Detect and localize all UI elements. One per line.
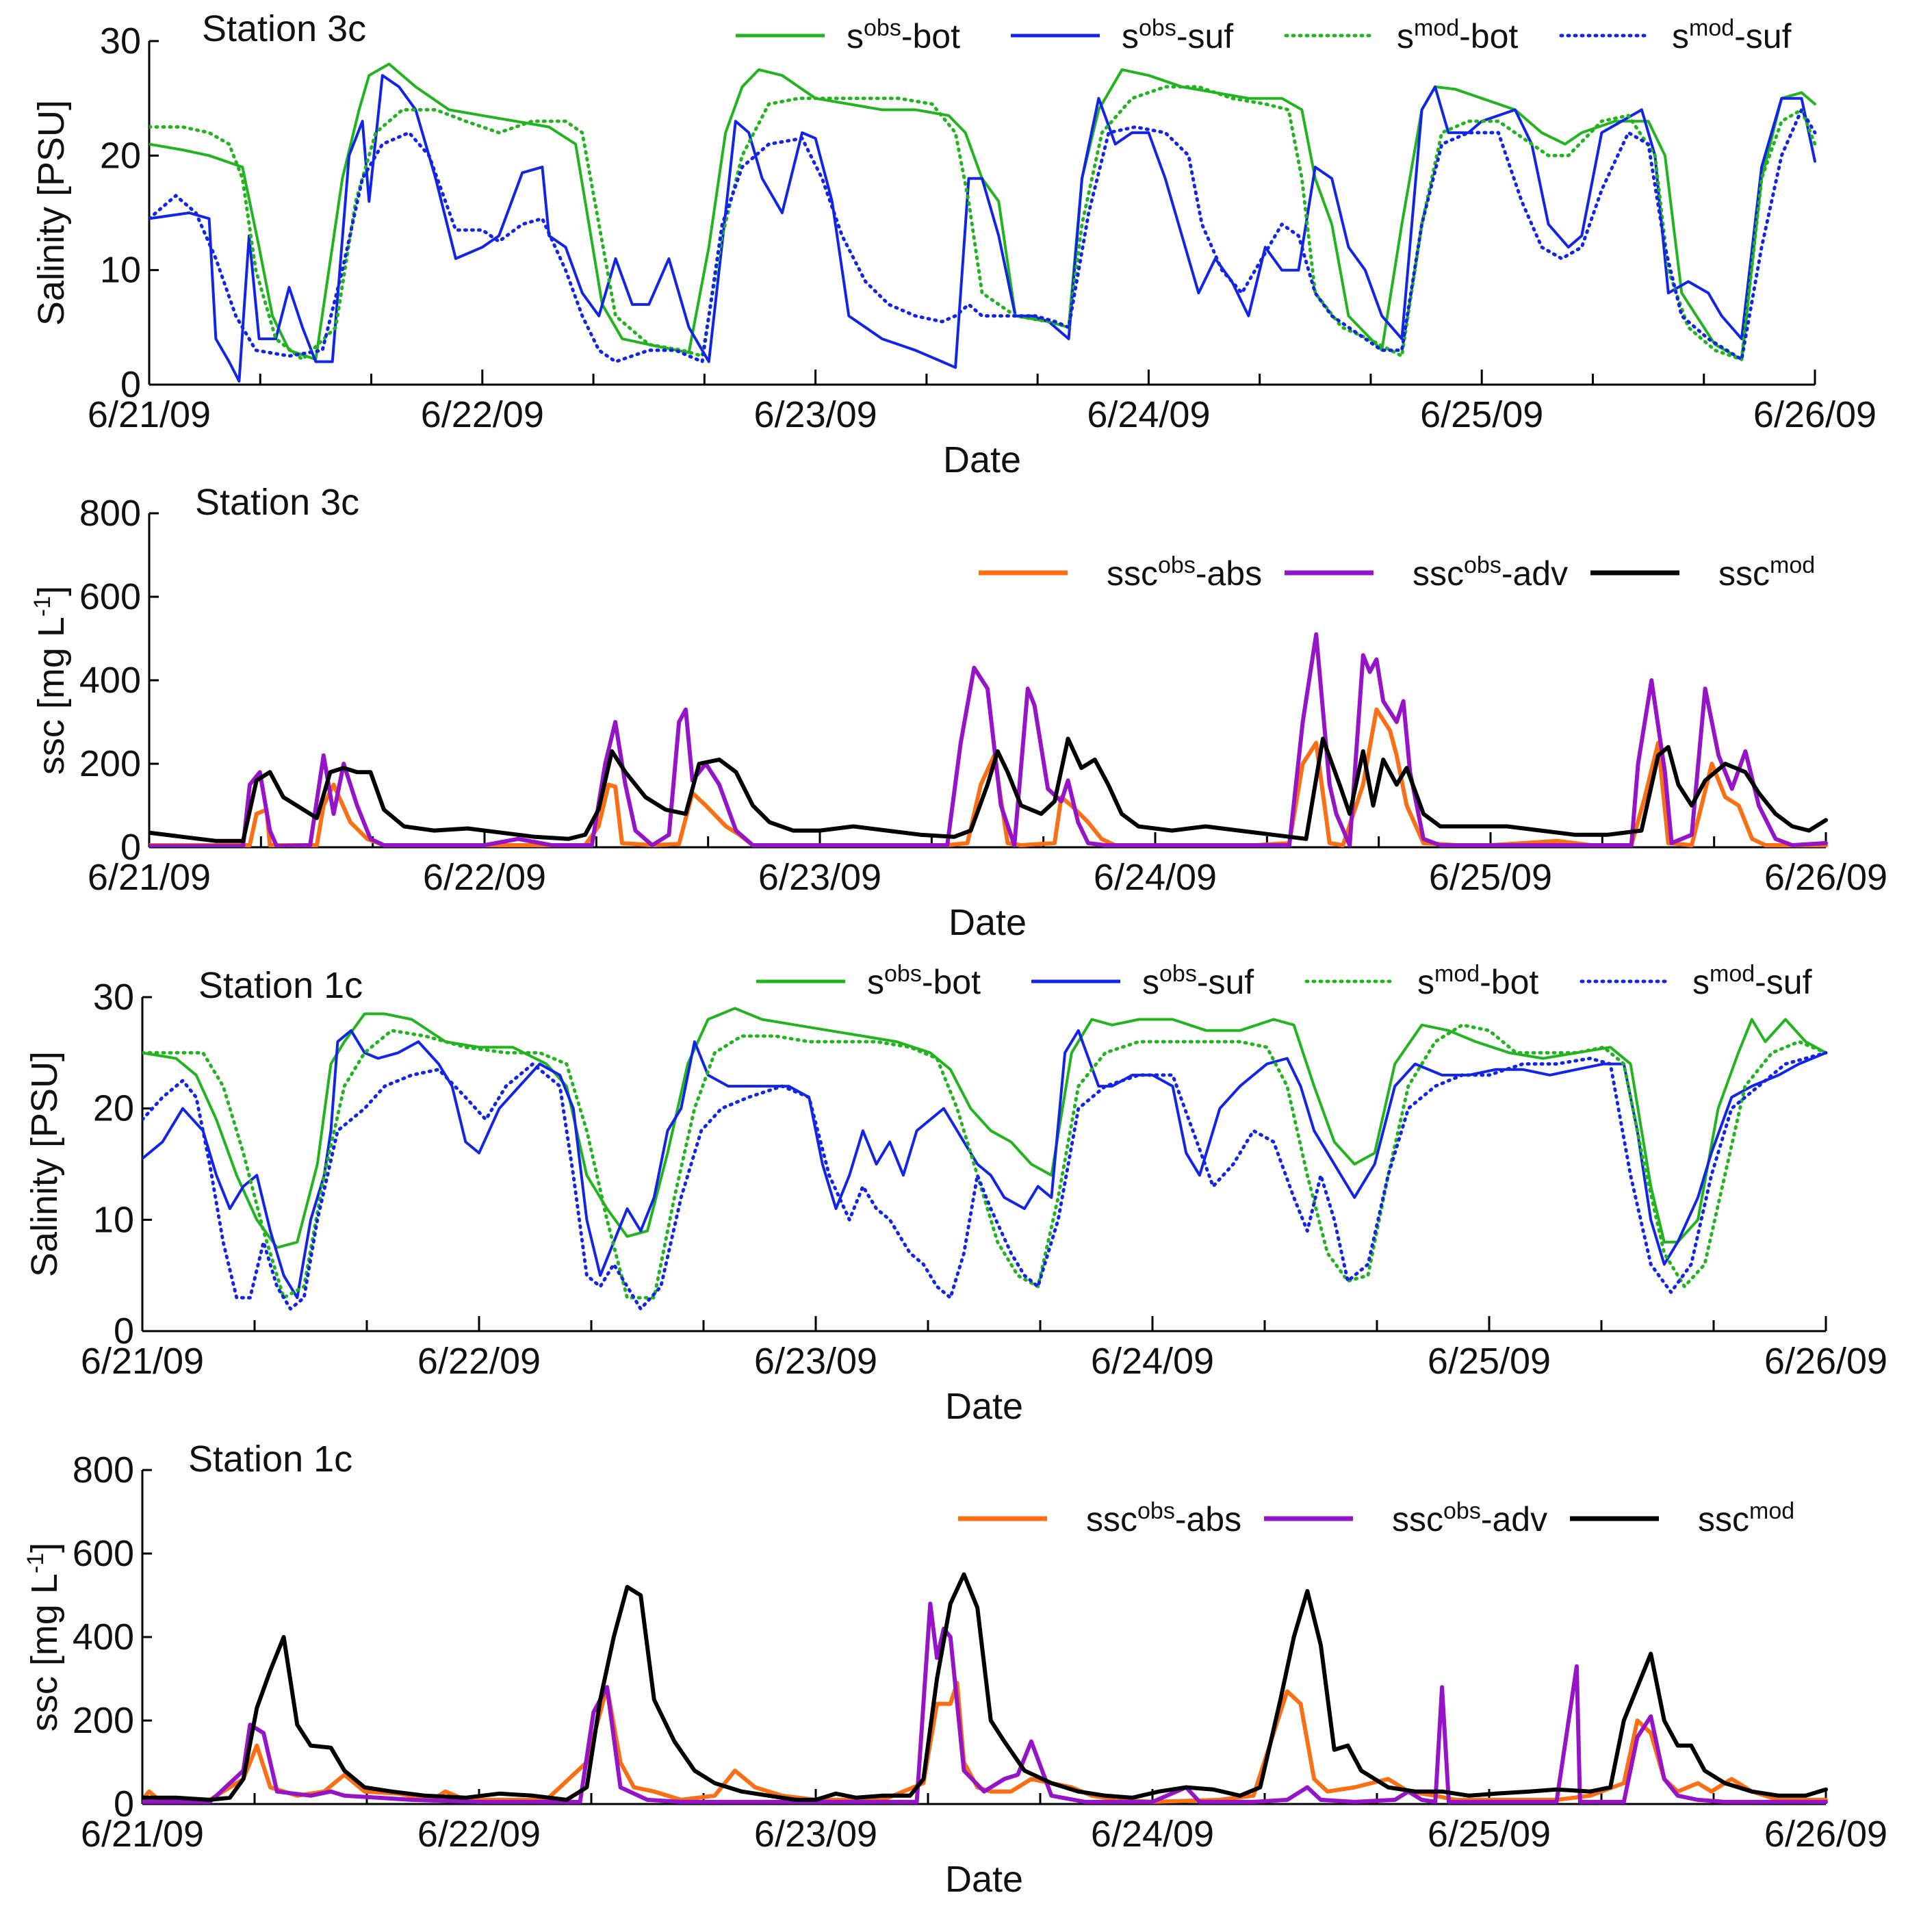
- legend: sobs-bot sobs-suf smod-bot smod-suf: [736, 15, 1792, 55]
- y-axis-title: ssc [mg L-1]: [23, 1543, 65, 1731]
- x-tick-label: 6/21/09: [88, 857, 211, 898]
- legend-label: sobs-bot: [847, 15, 960, 55]
- series-line-obs-bot: [149, 62, 1816, 361]
- x-tick-label: 6/24/09: [1091, 1341, 1214, 1382]
- y-tick-label: 200: [73, 1700, 134, 1741]
- y-tick-label: 800: [79, 493, 141, 534]
- x-tick-label: 6/22/09: [423, 857, 546, 898]
- y-axis-title: Salinity [PSU]: [31, 100, 72, 326]
- legend-label: smod-suf: [1672, 15, 1792, 55]
- series-line-mod: [142, 1572, 1828, 1802]
- series-line-mod-bot: [142, 1023, 1828, 1300]
- x-tick-label: 6/25/09: [1428, 1814, 1551, 1855]
- series-group: [142, 1572, 1828, 1804]
- y-tick-label: 0: [120, 827, 141, 868]
- series-line-obs-adv: [149, 632, 1828, 847]
- x-tick-label: 6/25/09: [1420, 394, 1543, 435]
- y-tick-label: 30: [100, 21, 141, 62]
- series-line-mod-bot: [149, 85, 1817, 361]
- series-group: [149, 632, 1828, 847]
- series-line-obs-adv: [142, 1601, 1828, 1804]
- series-line-mod: [149, 736, 1828, 843]
- x-tick-label: 6/25/09: [1429, 857, 1552, 898]
- x-tick-label: 6/22/09: [417, 1814, 541, 1855]
- legend-label: sscmod: [1718, 552, 1815, 593]
- series-line-mod-suf: [142, 1051, 1828, 1311]
- x-tick-label: 6/23/09: [754, 394, 877, 435]
- series-line-obs-suf: [149, 74, 1816, 383]
- y-tick-label: 400: [79, 660, 141, 701]
- legend-label: sscmod: [1698, 1498, 1794, 1538]
- legend-label: sobs-suf: [1122, 15, 1233, 55]
- legend-label: sobs-suf: [1142, 961, 1254, 1001]
- panel-3: 0 10 20 30 6/21/09 6/22/09 6/23/09 6/24/09 6/25/…: [24, 961, 1887, 1427]
- series-group: [142, 1007, 1828, 1311]
- x-tick-label: 6/21/09: [88, 394, 211, 435]
- y-tick-label: 200: [79, 743, 141, 784]
- series-line-obs-bot: [142, 1007, 1827, 1249]
- legend-label: sscobs-adv: [1392, 1498, 1547, 1538]
- y-tick-label: 600: [79, 576, 141, 617]
- series-group: [149, 62, 1817, 383]
- x-tick-label: 6/24/09: [1094, 857, 1217, 898]
- panel-title: Station 3c: [195, 482, 359, 523]
- y-tick-label: 0: [114, 1311, 134, 1352]
- legend: sscobs-abs sscobs-adv sscmod: [958, 1498, 1794, 1538]
- legend-label: sscobs-abs: [1107, 552, 1262, 593]
- y-tick-label: 0: [120, 364, 141, 405]
- x-tick-label: 6/26/09: [1764, 1814, 1887, 1855]
- x-tick-label: 6/26/09: [1764, 1341, 1887, 1382]
- legend-label: smod-suf: [1692, 961, 1812, 1001]
- panel-2: 0 200 400 600 800 6/21/09 6/22/09 6/23/09 6/24/0…: [29, 482, 1887, 943]
- x-axis-title: Date: [943, 439, 1021, 480]
- legend-label: sscobs-adv: [1413, 552, 1568, 593]
- x-tick-label: 6/21/09: [81, 1814, 204, 1855]
- x-tick-label: 6/22/09: [417, 1341, 541, 1382]
- x-axis-title: Date: [949, 902, 1027, 943]
- y-tick-label: 20: [93, 1088, 134, 1129]
- y-axis-title: ssc [mg L-1]: [29, 586, 72, 775]
- legend-label: smod-bot: [1417, 961, 1538, 1001]
- panel-4: 0 200 400 600 800 6/21/09 6/22/09 6/23/09 6/24/0…: [23, 1439, 1887, 1900]
- series-line-obs-suf: [142, 1029, 1827, 1300]
- series-line-mod-suf: [149, 107, 1817, 363]
- y-tick-label: 20: [100, 135, 141, 176]
- x-tick-label: 6/24/09: [1091, 1814, 1214, 1855]
- legend: sscobs-abs sscobs-adv sscmod: [979, 552, 1815, 593]
- panel-1: 0 10 20 30 6/21/09 6/22/09 6/23/09 6/24/09 6/25/…: [31, 8, 1877, 480]
- x-axis-title: Date: [945, 1386, 1023, 1427]
- legend: sobs-bot sobs-suf smod-bot smod-suf: [756, 961, 1812, 1001]
- panel-title: Station 1c: [188, 1439, 352, 1480]
- y-tick-label: 0: [114, 1783, 134, 1825]
- legend-label: smod-bot: [1397, 15, 1518, 55]
- panel-title: Station 3c: [202, 8, 366, 49]
- y-axis-title: Salinity [PSU]: [24, 1051, 65, 1277]
- x-tick-label: 6/23/09: [754, 1814, 877, 1855]
- legend-label: sobs-bot: [867, 961, 981, 1001]
- x-tick-label: 6/26/09: [1764, 857, 1887, 898]
- y-tick-label: 10: [100, 250, 141, 291]
- x-axis-title: Date: [945, 1859, 1023, 1900]
- x-tick-label: 6/22/09: [421, 394, 544, 435]
- x-tick-label: 6/23/09: [758, 857, 881, 898]
- y-tick-label: 800: [73, 1450, 134, 1491]
- x-tick-label: 6/21/09: [81, 1341, 204, 1382]
- x-tick-label: 6/24/09: [1087, 394, 1210, 435]
- y-tick-label: 30: [93, 977, 134, 1018]
- x-tick-label: 6/23/09: [754, 1341, 877, 1382]
- y-tick-label: 10: [93, 1199, 134, 1240]
- y-tick-label: 400: [73, 1617, 134, 1658]
- x-tick-label: 6/26/09: [1753, 394, 1877, 435]
- y-tick-label: 600: [73, 1533, 134, 1574]
- panel-title: Station 1c: [198, 965, 363, 1006]
- legend-label: sscobs-abs: [1086, 1498, 1241, 1538]
- x-tick-label: 6/25/09: [1428, 1341, 1551, 1382]
